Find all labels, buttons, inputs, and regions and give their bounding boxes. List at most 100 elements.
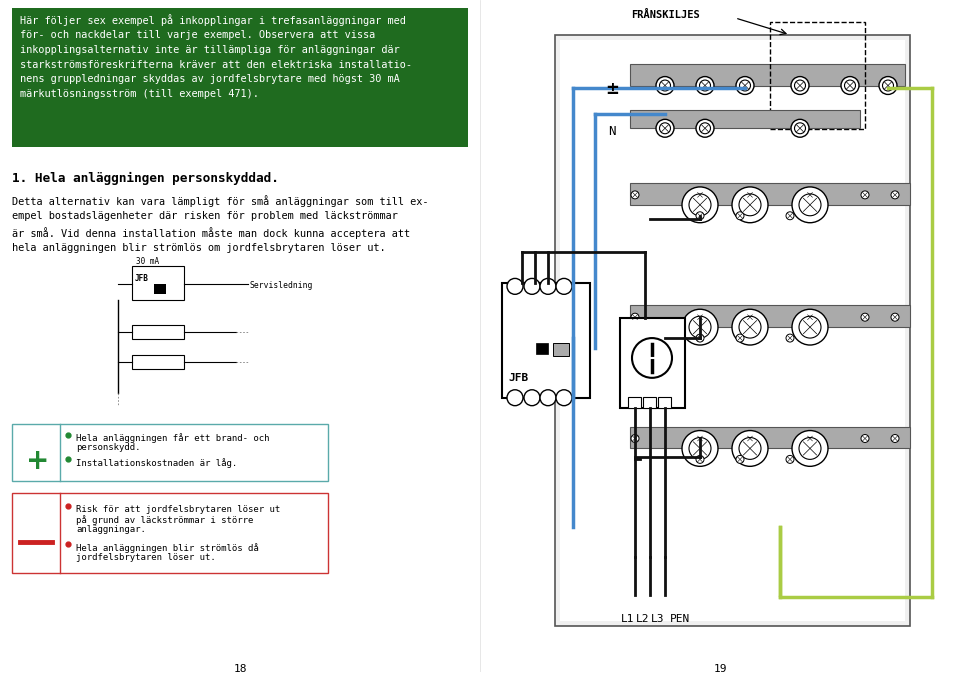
Circle shape	[656, 120, 674, 137]
Circle shape	[736, 334, 744, 342]
Circle shape	[845, 80, 855, 91]
Bar	[132, 325, 184, 339]
Text: JFB: JFB	[508, 373, 528, 383]
Circle shape	[879, 76, 897, 95]
Circle shape	[682, 431, 718, 466]
Text: Hela anläggningen får ett brand- och: Hela anläggningen får ett brand- och	[76, 433, 270, 443]
Text: på grund av läckströmmar i större: på grund av läckströmmar i större	[76, 515, 253, 525]
Circle shape	[882, 80, 894, 91]
Text: personskydd.: personskydd.	[76, 443, 140, 452]
Circle shape	[696, 120, 714, 137]
Circle shape	[792, 431, 828, 466]
Circle shape	[700, 123, 710, 134]
Circle shape	[696, 313, 704, 321]
Text: N: N	[609, 125, 615, 139]
Text: Här följer sex exempel på inkopplingar i trefasanläggningar med
för- och nackdel: Här följer sex exempel på inkopplingar i…	[20, 14, 412, 99]
Circle shape	[632, 338, 672, 378]
Circle shape	[799, 437, 821, 460]
Bar	[132, 355, 184, 369]
Circle shape	[696, 456, 704, 463]
Circle shape	[739, 80, 751, 91]
Circle shape	[861, 313, 869, 321]
Circle shape	[786, 334, 794, 342]
Circle shape	[631, 191, 639, 199]
Circle shape	[791, 76, 809, 95]
Bar	[555, 34, 910, 627]
Text: 1. Hela anläggningen personskyddad.: 1. Hela anläggningen personskyddad.	[12, 172, 278, 185]
Circle shape	[696, 191, 704, 199]
Circle shape	[631, 313, 639, 321]
Circle shape	[736, 456, 744, 463]
Bar	[643, 397, 656, 408]
Circle shape	[682, 309, 718, 345]
Circle shape	[736, 212, 744, 220]
Circle shape	[700, 80, 710, 91]
Bar	[502, 283, 590, 397]
Circle shape	[739, 437, 761, 460]
Circle shape	[696, 334, 704, 342]
Circle shape	[786, 456, 794, 463]
Circle shape	[891, 435, 899, 443]
Circle shape	[891, 191, 899, 199]
Text: L2: L2	[636, 614, 650, 625]
Circle shape	[791, 120, 809, 137]
Text: FRÅNSKILJES: FRÅNSKILJES	[631, 10, 700, 20]
Circle shape	[792, 309, 828, 345]
Bar	[770, 22, 865, 129]
Circle shape	[732, 309, 768, 345]
Bar	[12, 424, 328, 481]
Text: L1: L1	[621, 614, 635, 625]
Circle shape	[656, 76, 674, 95]
Circle shape	[631, 435, 639, 443]
Text: Installationskostnaden är låg.: Installationskostnaden är låg.	[76, 458, 237, 468]
Circle shape	[786, 212, 794, 220]
Text: 18: 18	[233, 665, 247, 674]
Circle shape	[799, 194, 821, 216]
Text: jordfelsbrytaren löser ut.: jordfelsbrytaren löser ut.	[76, 553, 216, 562]
Circle shape	[682, 187, 718, 222]
Circle shape	[696, 76, 714, 95]
Bar	[154, 285, 166, 294]
Circle shape	[660, 123, 670, 134]
Bar	[630, 64, 905, 85]
Bar	[658, 397, 671, 408]
Text: Hela anläggningen blir strömlös då: Hela anläggningen blir strömlös då	[76, 543, 259, 553]
Circle shape	[507, 390, 523, 406]
Text: L3: L3	[651, 614, 664, 625]
Circle shape	[507, 279, 523, 294]
Circle shape	[540, 390, 556, 406]
Bar	[630, 306, 910, 327]
Circle shape	[696, 435, 704, 443]
Text: ±: ±	[605, 80, 619, 97]
Text: PEN: PEN	[670, 614, 690, 625]
Circle shape	[746, 435, 754, 443]
Circle shape	[739, 194, 761, 216]
Circle shape	[746, 313, 754, 321]
Bar	[132, 266, 184, 300]
Bar	[536, 343, 548, 354]
Circle shape	[660, 80, 670, 91]
Circle shape	[739, 316, 761, 338]
Circle shape	[689, 437, 711, 460]
Circle shape	[861, 191, 869, 199]
Bar	[630, 427, 910, 448]
Circle shape	[806, 191, 814, 199]
Circle shape	[795, 123, 805, 134]
Circle shape	[556, 279, 572, 294]
Bar	[12, 493, 328, 573]
Bar	[12, 8, 468, 147]
Circle shape	[556, 390, 572, 406]
Bar	[620, 318, 685, 408]
Circle shape	[732, 187, 768, 222]
Bar	[553, 343, 569, 356]
Bar	[630, 110, 860, 128]
Text: 30 mA: 30 mA	[136, 256, 159, 266]
Text: Detta alternativ kan vara lämpligt för små anläggningar som till ex-
empel bosta: Detta alternativ kan vara lämpligt för s…	[12, 195, 428, 253]
Circle shape	[524, 390, 540, 406]
Text: 19: 19	[713, 665, 727, 674]
Bar	[630, 183, 910, 205]
Circle shape	[792, 187, 828, 222]
Text: Risk för att jordfelsbrytaren löser ut: Risk för att jordfelsbrytaren löser ut	[76, 505, 280, 514]
Text: anläggningar.: anläggningar.	[76, 525, 146, 534]
Circle shape	[689, 194, 711, 216]
